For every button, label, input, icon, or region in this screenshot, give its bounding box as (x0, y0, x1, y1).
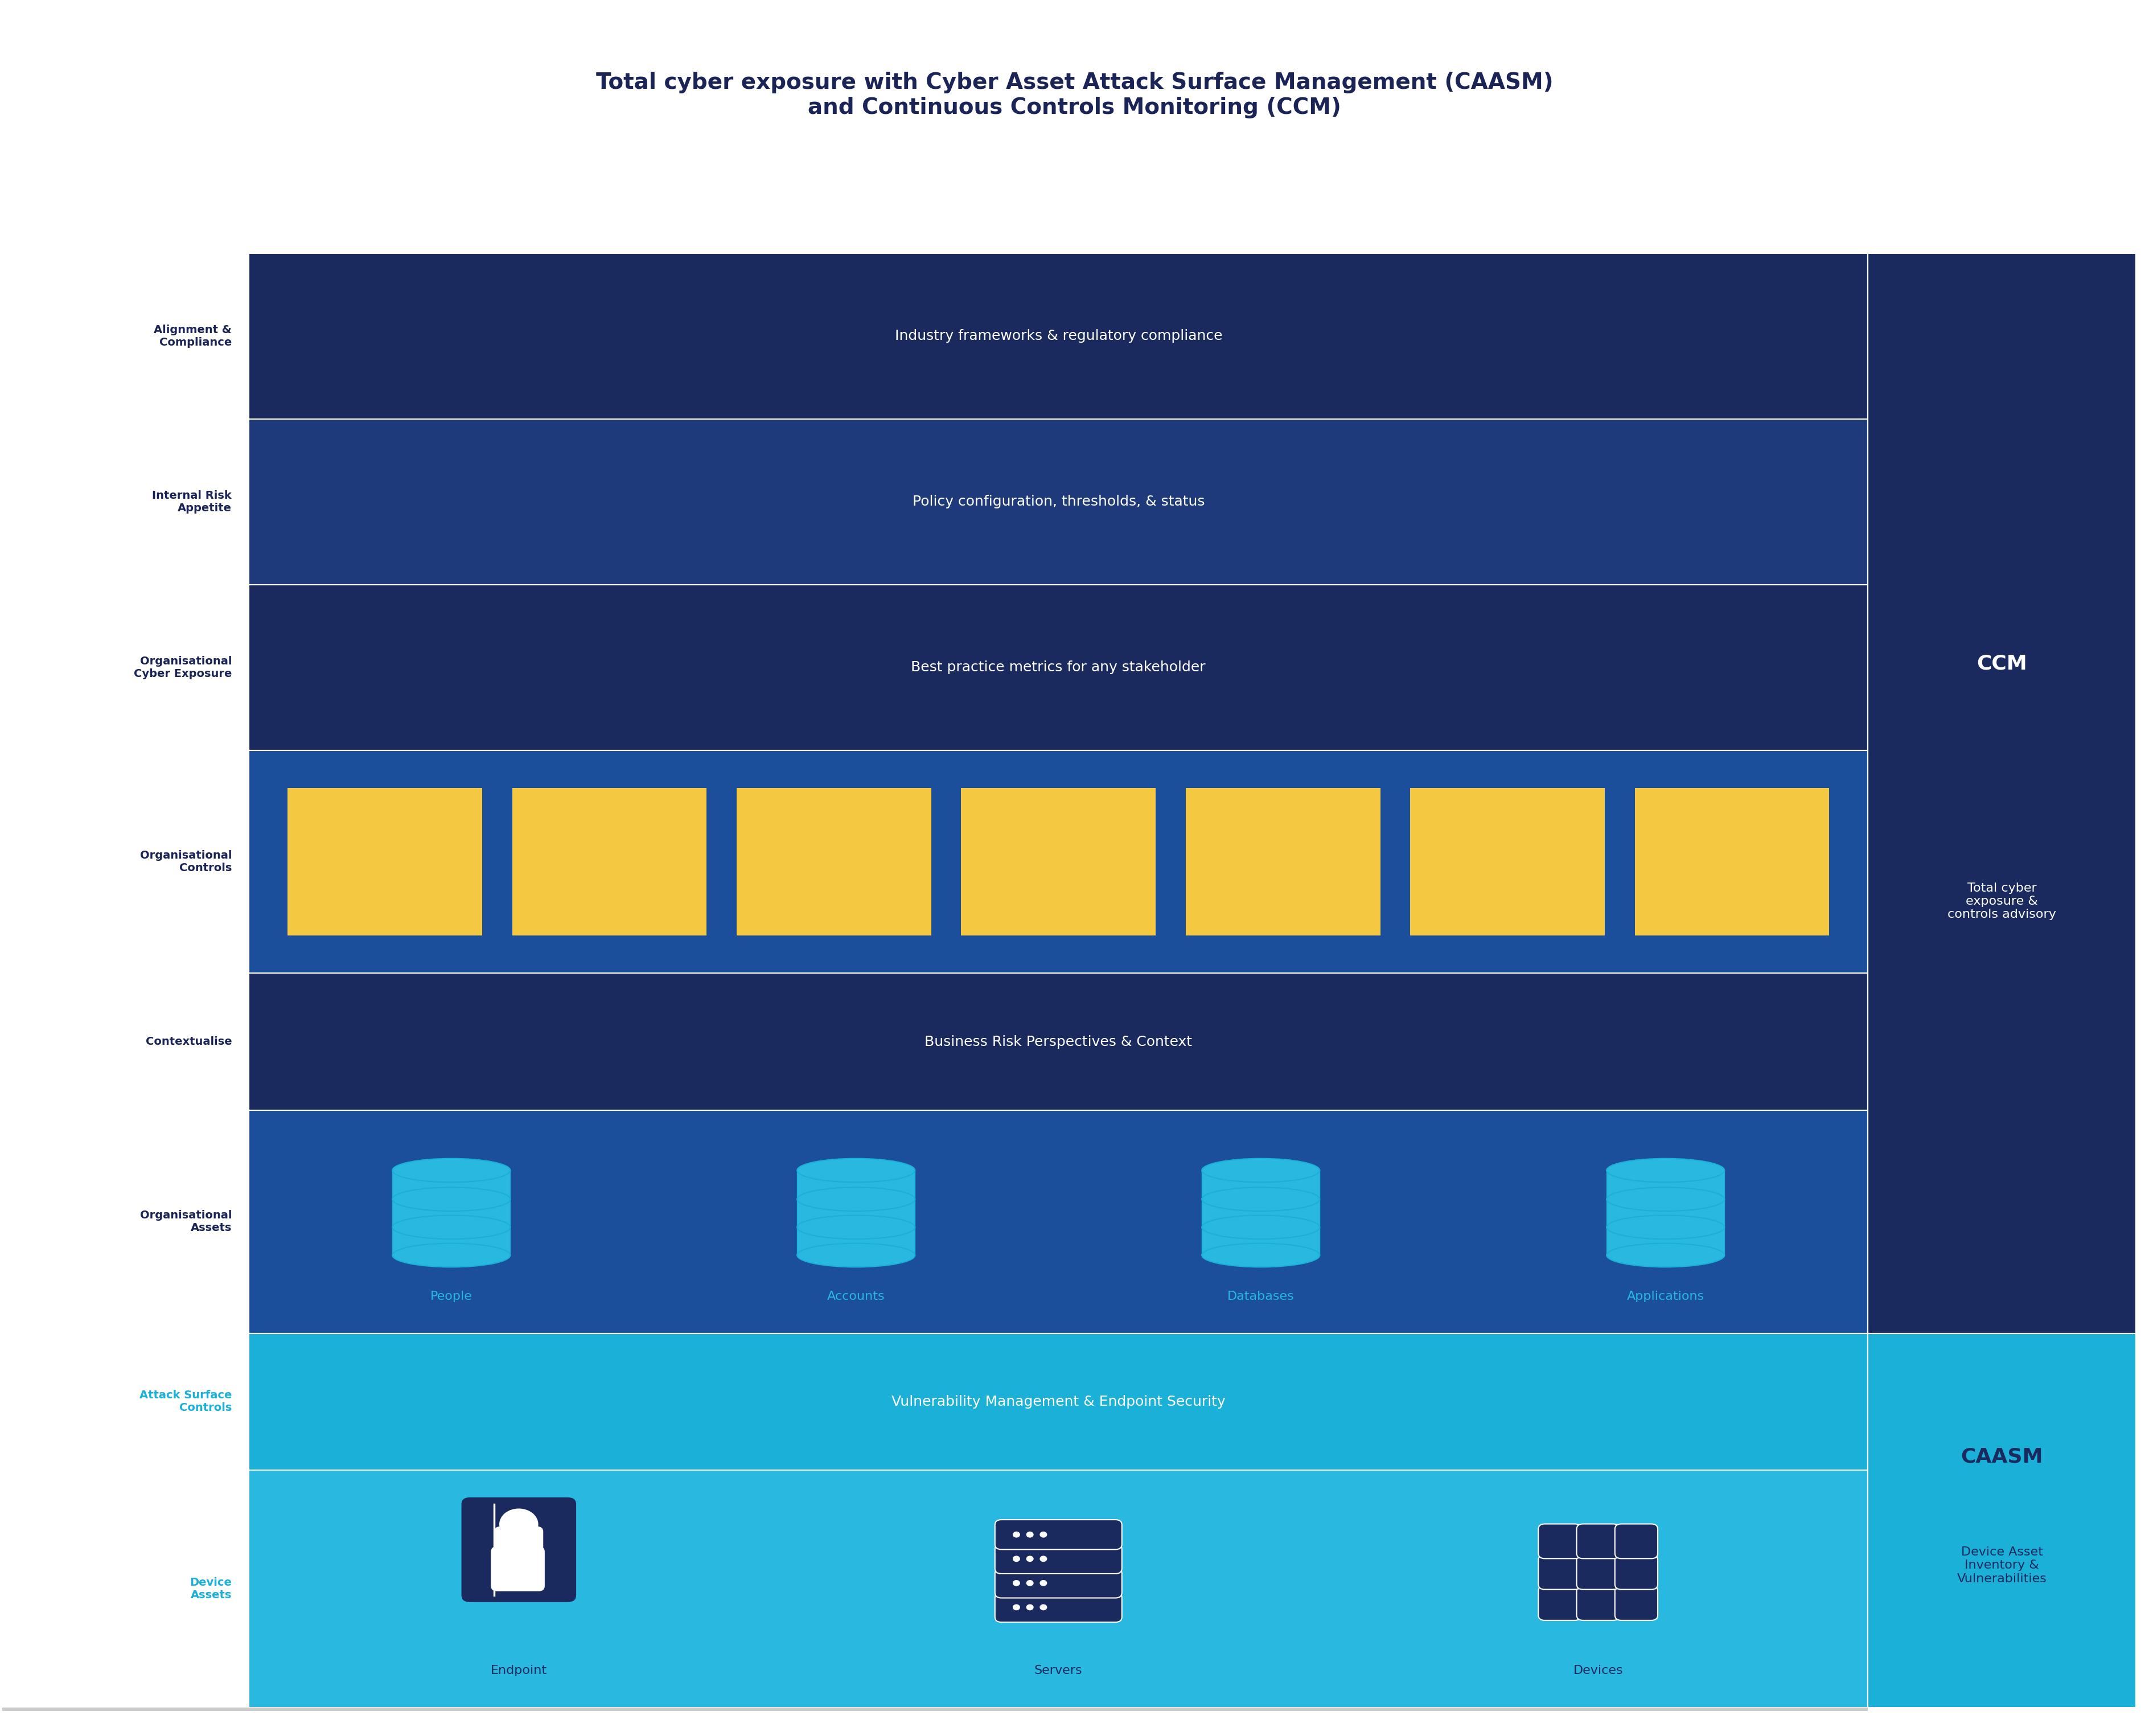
Text: Best practice metrics for any stakeholder: Best practice metrics for any stakeholde… (911, 660, 1206, 674)
FancyBboxPatch shape (249, 1470, 1867, 1708)
FancyBboxPatch shape (2, 974, 249, 1109)
Ellipse shape (1607, 1243, 1723, 1267)
Circle shape (499, 1509, 537, 1540)
FancyBboxPatch shape (1614, 1524, 1657, 1559)
FancyBboxPatch shape (249, 1333, 1867, 1470)
Circle shape (1040, 1531, 1047, 1538)
FancyBboxPatch shape (249, 418, 1867, 585)
Text: Device Asset
Inventory &
Vulnerabilities: Device Asset Inventory & Vulnerabilities (1958, 1547, 2046, 1585)
FancyBboxPatch shape (490, 1547, 544, 1592)
FancyBboxPatch shape (1614, 1585, 1657, 1620)
FancyBboxPatch shape (288, 788, 481, 936)
Circle shape (1040, 1604, 1047, 1609)
FancyBboxPatch shape (1539, 1524, 1582, 1559)
Circle shape (1012, 1531, 1019, 1538)
Text: People: People (430, 1292, 473, 1302)
Ellipse shape (797, 1243, 915, 1267)
Text: User
Awareness: User Awareness (1019, 849, 1098, 873)
FancyBboxPatch shape (249, 750, 1867, 974)
Circle shape (1027, 1604, 1034, 1609)
FancyBboxPatch shape (2, 585, 249, 750)
FancyBboxPatch shape (2, 418, 249, 585)
Text: Device
Assets: Device Assets (189, 1578, 232, 1601)
Text: Total cyber exposure with Cyber Asset Attack Surface Management (CAASM)
and Cont: Total cyber exposure with Cyber Asset At… (595, 71, 1554, 118)
FancyBboxPatch shape (1539, 1555, 1582, 1590)
FancyBboxPatch shape (249, 585, 1867, 750)
FancyBboxPatch shape (393, 1170, 509, 1255)
FancyBboxPatch shape (995, 1568, 1122, 1597)
Ellipse shape (393, 1243, 509, 1267)
FancyBboxPatch shape (995, 1519, 1122, 1550)
FancyBboxPatch shape (1186, 788, 1380, 936)
Circle shape (1027, 1531, 1034, 1538)
Text: Databases: Databases (1227, 1292, 1294, 1302)
Ellipse shape (797, 1158, 915, 1182)
Text: Organisational
Assets: Organisational Assets (140, 1210, 232, 1233)
Circle shape (1012, 1555, 1019, 1561)
FancyBboxPatch shape (249, 1109, 1867, 1333)
FancyBboxPatch shape (1635, 788, 1829, 936)
Text: Alignment &
Compliance: Alignment & Compliance (155, 325, 232, 347)
Text: Endpoint: Endpoint (490, 1665, 548, 1677)
Text: IDAM: IDAM (365, 856, 404, 868)
Text: Policy configuration, thresholds, & status: Policy configuration, thresholds, & stat… (913, 495, 1206, 509)
Circle shape (1027, 1580, 1034, 1585)
FancyBboxPatch shape (249, 253, 1867, 418)
Circle shape (1040, 1580, 1047, 1585)
FancyBboxPatch shape (1614, 1555, 1657, 1590)
Text: Applications: Applications (1627, 1292, 1704, 1302)
FancyBboxPatch shape (737, 788, 931, 936)
FancyBboxPatch shape (2, 1333, 249, 1470)
FancyBboxPatch shape (1577, 1585, 1620, 1620)
FancyBboxPatch shape (511, 788, 707, 936)
Text: Attack Surface
Controls: Attack Surface Controls (140, 1391, 232, 1413)
Text: Servers: Servers (1034, 1665, 1083, 1677)
FancyBboxPatch shape (2, 1708, 1867, 1712)
FancyBboxPatch shape (995, 1592, 1122, 1621)
FancyBboxPatch shape (1410, 788, 1605, 936)
FancyBboxPatch shape (249, 974, 1867, 1109)
FancyBboxPatch shape (797, 1170, 915, 1255)
Ellipse shape (1607, 1158, 1723, 1182)
Circle shape (1012, 1604, 1019, 1609)
Text: Contextualise: Contextualise (146, 1036, 232, 1047)
FancyBboxPatch shape (1577, 1555, 1620, 1590)
Text: Total cyber
exposure &
controls advisory: Total cyber exposure & controls advisory (1947, 882, 2057, 920)
FancyBboxPatch shape (462, 1498, 576, 1602)
FancyBboxPatch shape (2, 1470, 249, 1708)
Text: AppSec: AppSec (1481, 856, 1534, 868)
Text: CCM: CCM (1977, 654, 2027, 674)
Text: Devices: Devices (1573, 1665, 1622, 1677)
FancyBboxPatch shape (494, 1526, 544, 1562)
Ellipse shape (393, 1158, 509, 1182)
Text: Organisational
Cyber Exposure: Organisational Cyber Exposure (133, 656, 232, 679)
Circle shape (1027, 1555, 1034, 1561)
FancyBboxPatch shape (1867, 1333, 2136, 1708)
Text: Industry frameworks & regulatory compliance: Industry frameworks & regulatory complia… (894, 330, 1223, 344)
FancyBboxPatch shape (2, 253, 249, 418)
Text: Cloud
Config: Cloud Config (1259, 849, 1307, 873)
Text: Patch: Patch (814, 856, 853, 868)
Text: Vulnerability Management & Endpoint Security: Vulnerability Management & Endpoint Secu… (892, 1394, 1225, 1408)
Text: Accounts: Accounts (827, 1292, 885, 1302)
Ellipse shape (1201, 1158, 1319, 1182)
Ellipse shape (1201, 1243, 1319, 1267)
FancyBboxPatch shape (961, 788, 1156, 936)
FancyBboxPatch shape (995, 1543, 1122, 1575)
Circle shape (1040, 1555, 1047, 1561)
FancyBboxPatch shape (1607, 1170, 1723, 1255)
Text: Internal Risk
Appetite: Internal Risk Appetite (153, 490, 232, 514)
Text: CAASM: CAASM (1960, 1448, 2044, 1467)
FancyBboxPatch shape (1201, 1170, 1319, 1255)
Circle shape (1012, 1580, 1019, 1585)
Text: PAM: PAM (593, 856, 625, 868)
Text: Business Risk Perspectives & Context: Business Risk Perspectives & Context (924, 1035, 1193, 1049)
FancyBboxPatch shape (1539, 1585, 1582, 1620)
FancyBboxPatch shape (1577, 1524, 1620, 1559)
Text: Organisational
Controls: Organisational Controls (140, 851, 232, 873)
Text: Other: Other (1711, 856, 1751, 868)
FancyBboxPatch shape (1867, 253, 2136, 1333)
FancyBboxPatch shape (2, 1109, 249, 1333)
FancyBboxPatch shape (2, 750, 249, 974)
